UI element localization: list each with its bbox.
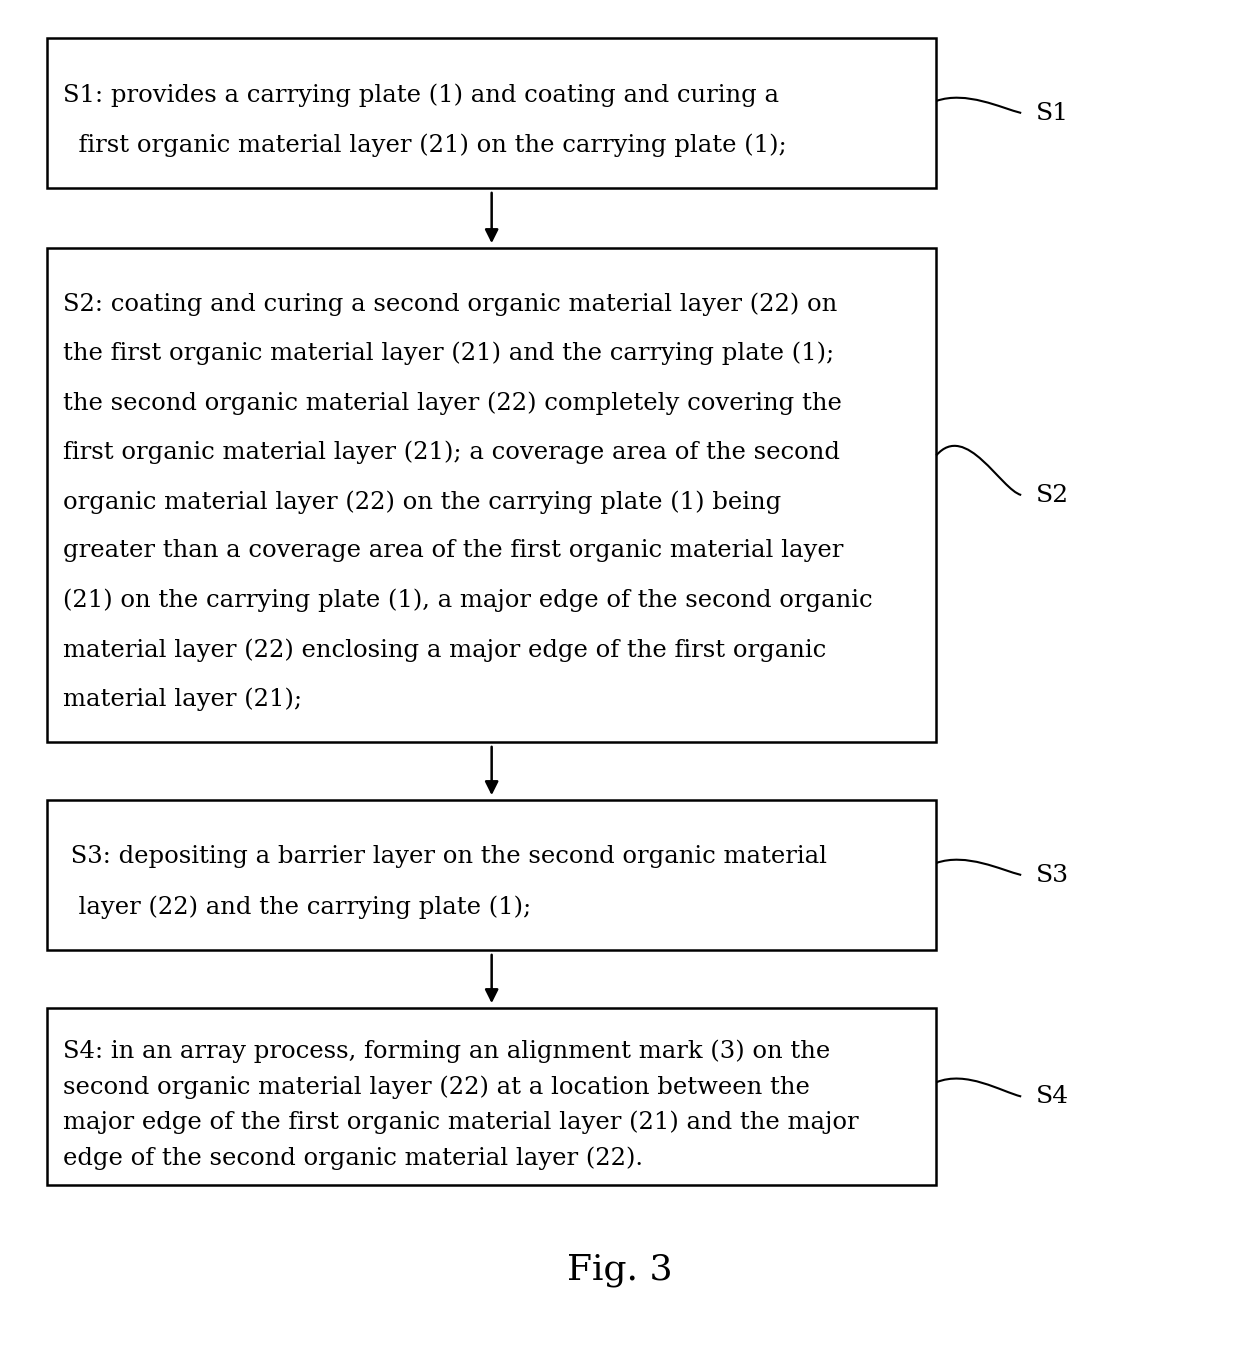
Text: first organic material layer (21); a coverage area of the second: first organic material layer (21); a cov… [63,440,839,464]
Text: S3: S3 [1037,864,1069,887]
Text: S2: S2 [1037,483,1069,506]
Text: S4: in an array process, forming an alignment mark (3) on the: S4: in an array process, forming an alig… [63,1040,831,1064]
Bar [47,801,936,950]
Bar [47,1008,936,1185]
Text: second organic material layer (22) at a location between the: second organic material layer (22) at a … [63,1075,810,1099]
Bar [47,248,936,743]
Text: first organic material layer (21) on the carrying plate (1);: first organic material layer (21) on the… [63,134,787,157]
Text: S4: S4 [1037,1085,1069,1108]
Text: the first organic material layer (21) and the carrying plate (1);: the first organic material layer (21) an… [63,342,835,366]
Text: layer (22) and the carrying plate (1);: layer (22) and the carrying plate (1); [63,895,532,918]
Text: material layer (22) enclosing a major edge of the first organic: material layer (22) enclosing a major ed… [63,639,826,662]
Text: organic material layer (22) on the carrying plate (1) being: organic material layer (22) on the carry… [63,490,781,513]
Text: (21) on the carrying plate (1), a major edge of the second organic: (21) on the carrying plate (1), a major … [63,589,873,613]
Text: S3: depositing a barrier layer on the second organic material: S3: depositing a barrier layer on the se… [63,845,827,868]
Text: edge of the second organic material layer (22).: edge of the second organic material laye… [63,1146,644,1169]
Text: greater than a coverage area of the first organic material layer: greater than a coverage area of the firs… [63,540,843,563]
Text: S1: provides a carrying plate (1) and coating and curing a: S1: provides a carrying plate (1) and co… [63,82,779,107]
Text: the second organic material layer (22) completely covering the: the second organic material layer (22) c… [63,392,842,414]
Text: material layer (21);: material layer (21); [63,687,303,711]
Text: Fig. 3: Fig. 3 [567,1253,673,1287]
Bar [47,38,936,188]
Text: major edge of the first organic material layer (21) and the major: major edge of the first organic material… [63,1111,859,1134]
Text: S1: S1 [1037,101,1069,124]
Text: S2: coating and curing a second organic material layer (22) on: S2: coating and curing a second organic … [63,293,837,316]
